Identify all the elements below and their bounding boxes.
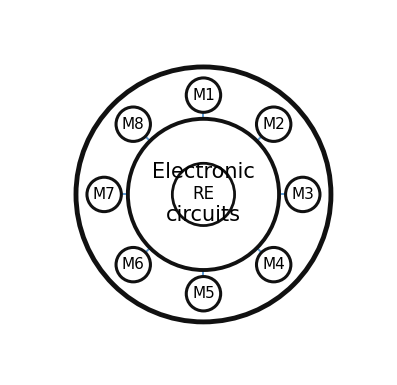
Text: M2: M2 [262,117,285,132]
Text: M5: M5 [192,286,215,301]
Circle shape [116,107,150,141]
Circle shape [256,248,291,282]
Circle shape [285,177,320,212]
Text: M1: M1 [192,88,215,103]
Text: circuits: circuits [166,205,241,225]
Text: Electronic: Electronic [152,162,255,182]
Text: M7: M7 [93,187,116,202]
Circle shape [256,107,291,141]
Circle shape [172,163,235,226]
Circle shape [87,177,121,212]
Circle shape [116,248,150,282]
Circle shape [186,276,221,311]
Text: M6: M6 [122,257,145,272]
Text: M4: M4 [262,257,285,272]
Circle shape [186,78,221,112]
Circle shape [76,67,331,322]
Text: M3: M3 [291,187,314,202]
Text: RE: RE [193,186,214,203]
Text: M8: M8 [122,117,145,132]
